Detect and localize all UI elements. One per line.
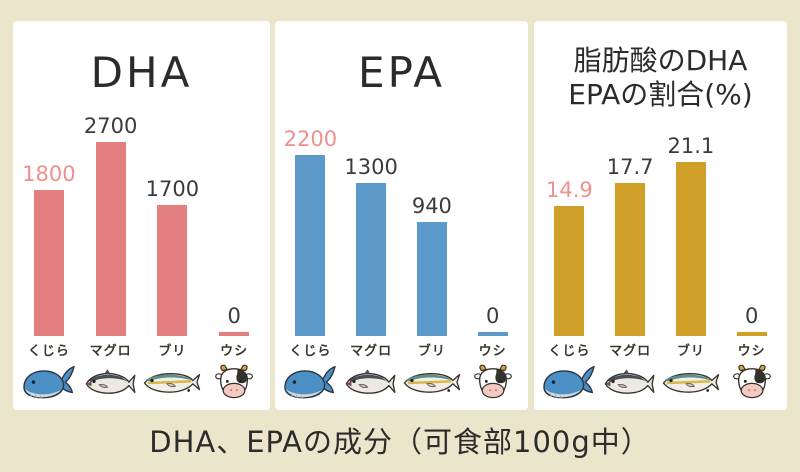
- bar-group-kujira: 1800: [19, 162, 79, 336]
- bar-kujira: [33, 190, 64, 336]
- bar-group-kujira: 2200: [280, 127, 340, 336]
- category-label: ウシ: [220, 344, 249, 359]
- category-maguro: マグロ: [341, 340, 401, 404]
- category-maguro: マグロ: [600, 340, 660, 404]
- bar-group-maguro: 2700: [81, 114, 141, 336]
- tuna-icon: [602, 361, 658, 404]
- whale-icon: [282, 361, 338, 404]
- bar-value-label: 940: [411, 194, 452, 218]
- bar-value-label: 14.9: [545, 178, 593, 202]
- bar-group-buri: 1700: [142, 177, 202, 336]
- bar-group-maguro: 1300: [341, 155, 401, 336]
- bar-group-maguro: 17.7: [600, 155, 660, 336]
- bar-maguro: [615, 183, 646, 336]
- category-label: くじら: [27, 344, 70, 359]
- bars-area: 1800 2700 1700 0: [18, 114, 265, 336]
- bar-value-label: 0: [744, 304, 759, 328]
- title-line: EPA: [358, 48, 445, 97]
- title-line: EPAの割合(%): [568, 78, 753, 112]
- category-kujira: くじら: [280, 340, 340, 404]
- bars-area: 2200 1300 940 0: [280, 127, 523, 336]
- bar-value-label: 1800: [22, 162, 76, 186]
- ratio-chart-panel: 脂肪酸のDHA EPAの割合(%) 14.9 17.7 21.1 0: [534, 21, 787, 410]
- cow-icon: [214, 361, 254, 405]
- category-buri: ブリ: [661, 340, 721, 404]
- bar-group-kujira: 14.9: [539, 178, 599, 336]
- category-axis: くじら マグロ ブリ ウシ: [18, 340, 265, 404]
- category-ushi: ウシ: [204, 340, 264, 404]
- yellowtail-icon: [141, 361, 203, 404]
- bar-group-ushi: 0: [722, 304, 782, 336]
- bar-group-ushi: 0: [204, 304, 264, 336]
- bar-value-label: 21.1: [667, 134, 715, 158]
- category-kujira: くじら: [539, 340, 599, 404]
- category-label: ブリ: [417, 344, 446, 359]
- bar-buri: [675, 162, 706, 336]
- category-label: マグロ: [89, 344, 132, 359]
- bar-value-label: 0: [227, 304, 241, 328]
- category-label: くじら: [548, 344, 591, 359]
- bar-value-label: 1300: [344, 155, 398, 179]
- yellowtail-icon: [401, 361, 463, 404]
- panel-title-epa: EPA: [275, 48, 528, 97]
- category-buri: ブリ: [402, 340, 462, 404]
- bar-buri: [416, 222, 447, 336]
- cow-icon: [473, 361, 513, 405]
- cow-icon: [732, 361, 772, 405]
- category-axis: くじら マグロ ブリ ウシ: [539, 340, 782, 404]
- panel-title-dha: DHA: [13, 48, 270, 97]
- bar-group-buri: 940: [402, 194, 462, 336]
- category-label: ウシ: [737, 344, 766, 359]
- zero-value-bar: [477, 332, 508, 336]
- category-label: ブリ: [676, 344, 705, 359]
- category-ushi: ウシ: [463, 340, 523, 404]
- category-axis: くじら マグロ ブリ ウシ: [280, 340, 523, 404]
- bar-value-label: 2700: [83, 114, 138, 138]
- category-kujira: くじら: [19, 340, 79, 404]
- category-label: ウシ: [478, 344, 507, 359]
- zero-value-bar: [736, 332, 767, 336]
- category-maguro: マグロ: [81, 340, 141, 404]
- tuna-icon: [343, 361, 399, 404]
- bars-area: 14.9 17.7 21.1 0: [539, 134, 782, 336]
- panel-title-ratio: 脂肪酸のDHA EPAの割合(%): [534, 44, 787, 112]
- whale-icon: [541, 361, 597, 404]
- bar-value-label: 17.7: [606, 155, 654, 179]
- dha-chart-panel: DHA 1800 2700 1700 0 くじら: [13, 21, 270, 410]
- bar-value-label: 2200: [283, 127, 338, 151]
- yellowtail-icon: [660, 361, 722, 404]
- bar-value-label: 0: [485, 304, 500, 328]
- tuna-icon: [83, 361, 139, 404]
- zero-value-bar: [219, 332, 250, 336]
- category-label: マグロ: [609, 344, 652, 359]
- bar-kujira: [554, 206, 585, 336]
- bar-kujira: [295, 155, 326, 336]
- title-line: 脂肪酸のDHA: [573, 44, 748, 77]
- whale-icon: [21, 361, 77, 404]
- title-line: DHA: [90, 48, 193, 97]
- bar-buri: [157, 205, 188, 336]
- bar-value-label: 1700: [145, 177, 200, 201]
- bar-group-buri: 21.1: [661, 134, 721, 336]
- bar-group-ushi: 0: [463, 304, 523, 336]
- bar-maguro: [356, 183, 387, 336]
- category-label: くじら: [289, 344, 332, 359]
- chart-caption: DHA、EPAの成分（可食部100g中）: [149, 425, 651, 459]
- epa-chart-panel: EPA 2200 1300 940 0 くじら: [275, 21, 528, 410]
- category-buri: ブリ: [142, 340, 202, 404]
- category-label: ブリ: [158, 344, 187, 359]
- category-ushi: ウシ: [722, 340, 782, 404]
- category-label: マグロ: [350, 344, 393, 359]
- bar-maguro: [95, 142, 126, 336]
